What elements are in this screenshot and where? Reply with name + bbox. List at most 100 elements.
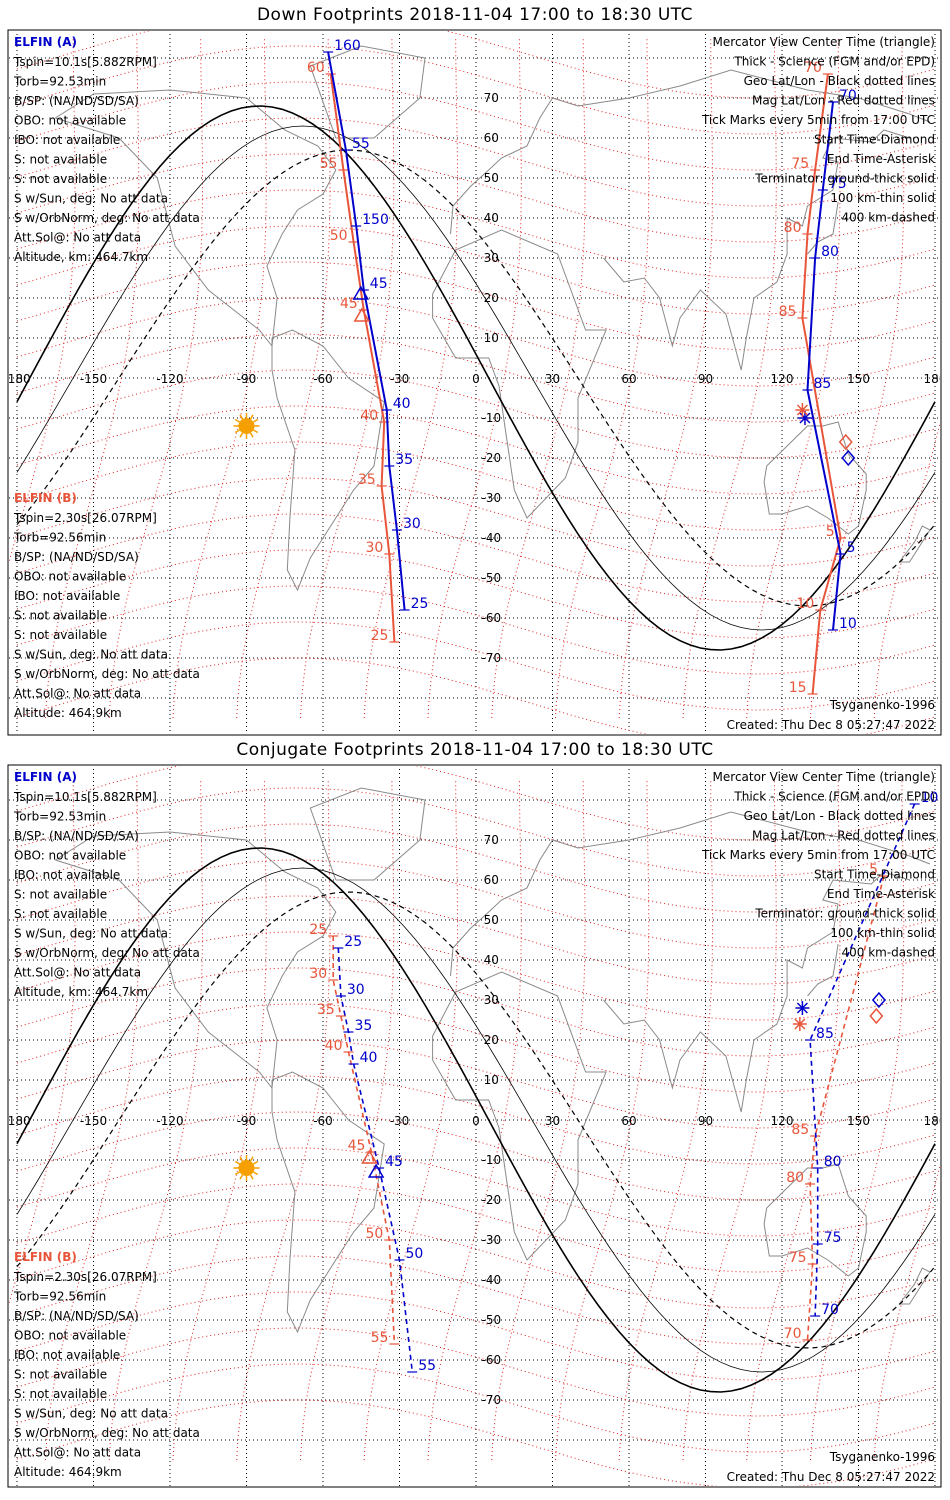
- terminator-ground: [16, 847, 936, 1393]
- elfin-b-info-line: B/SP: (NA/ND/SD/SA): [14, 550, 139, 564]
- elfin-b-info-line: IBO: not available: [14, 1348, 120, 1362]
- elfin-a-info-line: B/SP: (NA/ND/SD/SA): [14, 829, 139, 843]
- legend-line: Geo Lat/Lon - Black dotted lines: [744, 809, 935, 823]
- lat-tick-label: 30: [484, 251, 499, 265]
- elfin-a-tick-label: 45: [385, 1154, 403, 1170]
- elfin-b-tick-label: 10: [796, 596, 814, 612]
- elfin-a-info-line: Tspin=10.1s[5.882RPM]: [13, 55, 157, 69]
- legend-line: Thick - Science (FGM and/or EPD): [733, 55, 935, 69]
- geo-grid: [9, 31, 940, 734]
- elfin-b-tick-label: 45: [348, 1138, 366, 1154]
- mag-meridian: [810, 779, 905, 1461]
- sun-icon: [233, 1155, 260, 1181]
- lon-tick-label: -120: [156, 372, 183, 386]
- coastline: [763, 1163, 867, 1277]
- elfin-b-tick-label: 75: [791, 156, 809, 172]
- lon-tick-label: 30: [545, 1114, 560, 1128]
- elfin-b-info-line: IBO: not available: [14, 589, 120, 603]
- elfin-a-info-line: IBO: not available: [14, 868, 120, 882]
- elfin-a-tick-label: 25: [411, 596, 429, 612]
- legend-line: Start Time-Diamond: [814, 868, 935, 882]
- elfin-b-info-line: OBO: not available: [14, 1329, 126, 1343]
- elfin-b-tick-label: 15: [789, 680, 807, 696]
- coastline: [271, 329, 385, 592]
- mag-meridian: [555, 779, 650, 1461]
- elfin-b-info-line: Tspin=2.30s[26.07RPM]: [13, 1270, 157, 1284]
- elfin-a-info-line: S: not available: [14, 888, 107, 902]
- start-time-diamond-b: [869, 1007, 884, 1025]
- coastline: [450, 69, 931, 235]
- mag-meridian: [108, 37, 203, 719]
- lon-tick-label: 60: [621, 1114, 636, 1128]
- mag-grid: [9, 766, 940, 1486]
- elfin-b-info-line: Att.Sol@: No att data: [14, 1446, 141, 1460]
- elfin-b-tick-label: 50: [330, 228, 348, 244]
- lat-tick-label: 40: [484, 211, 499, 225]
- coastline: [898, 1267, 931, 1305]
- mag-meridian: [300, 779, 395, 1461]
- lat-tick-label: -30: [481, 491, 501, 505]
- elfin-b-tick-label: 55: [320, 156, 338, 172]
- elfin-b-tick-label: 50: [365, 1226, 383, 1242]
- center-time-triangle-a: [352, 285, 370, 300]
- elfin-a-track: [809, 803, 916, 1317]
- elfin-a-tick-label: 80: [824, 1154, 842, 1170]
- panel-title-down: Down Footprints 2018-11-04 17:00 to 18:3…: [256, 5, 694, 25]
- lon-tick-label: -90: [237, 1114, 257, 1128]
- elfin-b-tick-label: 35: [317, 1002, 335, 1018]
- elfin-b-info-line: Att.Sol@: No att data: [14, 687, 141, 701]
- legend-line: Tick Marks every 5min from 17:00 UTC: [701, 113, 935, 127]
- map-panel-conjugate: 25 30 35 40 45 50 55 85 80 75 70 5 25 30 35 40 45 50 55 85 8…: [7, 764, 947, 1488]
- elfin-b-info-line: S w/Sun, deg: No att data: [14, 648, 168, 662]
- lat-tick-label: -40: [481, 1273, 501, 1287]
- legend-line: End Time-Asterisk: [827, 152, 935, 166]
- lon-tick-label: 120: [771, 372, 794, 386]
- elfin-b-tick-label: 75: [789, 1250, 807, 1266]
- elfin-b-info: ELFIN (B) Tspin=2.30s[26.07RPM] Torb=92.56…: [13, 491, 200, 720]
- elfin-b-info-line: S: not available: [14, 1387, 107, 1401]
- elfin-b-info-line: Torb=92.56min: [13, 1290, 106, 1304]
- coastlines: [55, 787, 931, 1334]
- legend-line: Geo Lat/Lon - Black dotted lines: [744, 74, 935, 88]
- legend-line: Tick Marks every 5min from 17:00 UTC: [701, 848, 935, 862]
- lon-tick-label: -30: [390, 1114, 410, 1128]
- lon-tick-label: 150: [847, 372, 870, 386]
- terminator-ground: [16, 105, 936, 651]
- lat-tick-label: -70: [481, 1393, 501, 1407]
- coastline: [603, 129, 910, 371]
- elfin-a-tick-label: 80: [821, 244, 839, 260]
- mag-meridian: [363, 779, 458, 1461]
- legend-line: End Time-Asterisk: [827, 887, 935, 901]
- mag-meridian: [363, 37, 458, 719]
- map-legend: Mercator View Center Time (triangle) Thic…: [701, 770, 935, 960]
- lat-tick-label: -20: [481, 1193, 501, 1207]
- elfin-b-info-line: S: not available: [14, 1368, 107, 1382]
- legend-line: Mag Lat/Lon - Red dotted lines: [752, 94, 935, 108]
- terminator-100km: [16, 125, 936, 631]
- map-frame: [7, 29, 942, 736]
- elfin-b-tick-label: 70: [804, 60, 822, 76]
- mag-meridian: [236, 37, 331, 719]
- lon-tick-label: 180: [924, 1114, 947, 1128]
- elfin-b-info-line: S: not available: [14, 609, 107, 623]
- elfin-b-info-line: Altitude: 464.9km: [14, 1465, 122, 1479]
- mag-meridian: [746, 779, 841, 1461]
- map-frame: [7, 764, 942, 1488]
- legend-line: 400 km-dashed: [841, 946, 935, 960]
- lat-tick-label: 20: [484, 1033, 499, 1047]
- created-timestamp: Created: Thu Dec 8 05:27:47 2022: [727, 1470, 935, 1484]
- elfin-b-tick-label: 35: [358, 472, 376, 488]
- elfin-a-info-line: Tspin=10.1s[5.882RPM]: [13, 790, 157, 804]
- elfin-a-tick-label: 35: [355, 1018, 373, 1034]
- terminator-400km: [16, 891, 936, 1349]
- lon-tick-label: 180: [924, 372, 947, 386]
- center-time-triangle-b: [353, 307, 371, 322]
- legend-line: 100 km-thin solid: [830, 926, 935, 940]
- elfin-a-tick-label: 75: [824, 1230, 842, 1246]
- lon-tick-label: -30: [390, 372, 410, 386]
- mag-meridian: [555, 37, 650, 719]
- elfin-b-info-line: OBO: not available: [14, 570, 126, 584]
- elfin-b-tick-label: 55: [371, 1330, 389, 1346]
- elfin-b-info-line: Torb=92.56min: [13, 531, 106, 545]
- coastline: [55, 831, 337, 1090]
